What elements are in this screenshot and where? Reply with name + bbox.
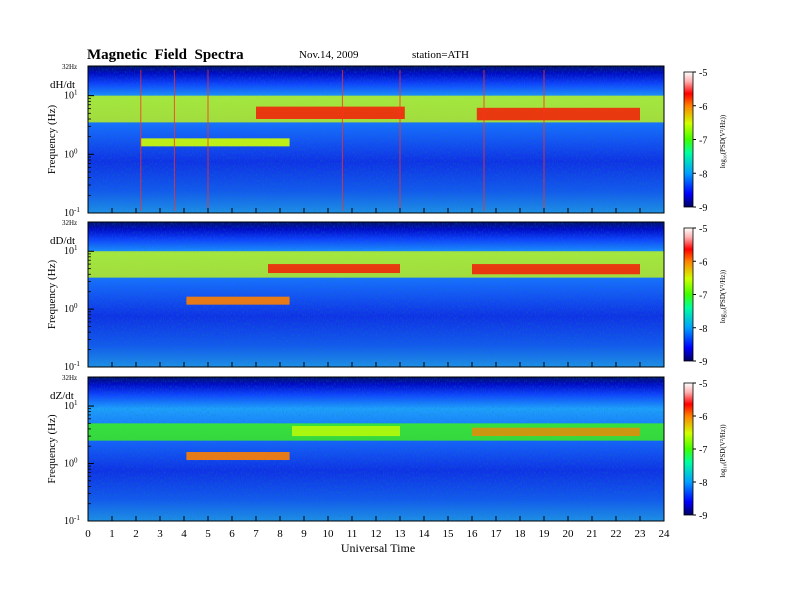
spectral-band: [256, 106, 405, 119]
y-top-label: 32Hz: [62, 219, 77, 227]
x-tick-label: 17: [491, 528, 503, 540]
y-tick-label: 100: [64, 302, 78, 315]
x-axis-title: Universal Time: [341, 541, 415, 555]
colorbar-scale: [683, 382, 694, 516]
spectral-band: [268, 264, 400, 274]
y-tick-label: 100: [64, 457, 78, 470]
colorbar-scale: [683, 227, 694, 362]
x-tick-label: 19: [539, 528, 551, 540]
colorbar-tick-label: -8: [699, 478, 707, 489]
colorbar-tick-label: -6: [699, 412, 707, 423]
date-label: Nov.14, 2009: [299, 49, 359, 61]
colorbar-tick-label: -5: [699, 379, 707, 390]
y-tick-label: 101: [64, 399, 78, 412]
x-tick-label: 24: [659, 528, 671, 540]
colorbar-tick-label: -7: [699, 136, 707, 147]
figure-title: Magnetic Field Spectra: [87, 47, 244, 63]
component-label: dZ/dt: [50, 390, 74, 402]
spectrogram-noise: [88, 377, 664, 521]
y-axis-title: Frequency (Hz): [46, 414, 58, 484]
colorbar-tick-label: -9: [699, 511, 707, 522]
x-tick-label: 3: [157, 528, 163, 540]
x-tick-label: 15: [443, 528, 455, 540]
y-tick-label: 10-1: [64, 514, 80, 527]
colorbar-tick-label: -6: [699, 102, 707, 113]
colorbar-tick-label: -7: [699, 445, 707, 456]
colorbar: -5 -6 -7 -8 -9 log₁₀(PSD(V²/Hz)): [683, 68, 727, 214]
colorbar-tick-label: -9: [699, 203, 707, 214]
x-tick-label: 11: [347, 528, 358, 540]
y-tick-label: 101: [64, 244, 78, 257]
y-tick-label: 101: [64, 89, 78, 102]
spectrogram-noise: [88, 222, 664, 367]
y-tick-label: 100: [64, 147, 78, 160]
x-tick-label: 0: [85, 528, 91, 540]
component-label: dH/dt: [50, 79, 75, 91]
x-tick-label: 4: [181, 528, 187, 540]
colorbar-tick-label: -6: [699, 257, 707, 268]
x-tick-label: 5: [205, 528, 211, 540]
spectral-band: [472, 264, 640, 275]
narrowband-line: [186, 296, 290, 305]
narrowband-line: [186, 452, 290, 461]
colorbar-label: log₁₀(PSD(V²/Hz)): [719, 114, 727, 168]
x-tick-label: 22: [611, 528, 622, 540]
colorbar-label: log₁₀(PSD(V²/Hz)): [719, 424, 727, 478]
x-tick-label: 21: [587, 528, 598, 540]
x-tick-label: 10: [323, 528, 335, 540]
colorbar: -5 -6 -7 -8 -9 log₁₀(PSD(V²/Hz)): [683, 224, 727, 368]
x-tick-label: 18: [515, 528, 527, 540]
x-tick-label: 23: [635, 528, 647, 540]
colorbar-tick-label: -9: [699, 357, 707, 368]
x-tick-label: 8: [277, 528, 283, 540]
x-tick-label: 12: [371, 528, 382, 540]
spectral-band: [476, 107, 640, 121]
spectral-band: [292, 425, 400, 437]
colorbar-tick-label: -8: [699, 169, 707, 180]
x-tick-label: 9: [301, 528, 307, 540]
colorbar-scale: [683, 71, 694, 208]
x-tick-label: 6: [229, 528, 235, 540]
y-tick-label: 10-1: [64, 360, 80, 373]
spectral-band: [472, 427, 640, 437]
x-tick-labels: 0 1 2 3 4 5 6 7 8 9 10 11 12 13 14 15 16 17 18 19 20 21 22 23 24: [85, 528, 670, 540]
y-axis-title: Frequency (Hz): [46, 260, 58, 330]
colorbar-tick-label: -5: [699, 224, 707, 235]
station-label: station=ATH: [412, 49, 469, 61]
x-tick-label: 20: [563, 528, 575, 540]
colorbar-tick-label: -7: [699, 291, 707, 302]
x-tick-label: 16: [467, 528, 479, 540]
x-tick-label: 13: [395, 528, 407, 540]
colorbar: -5 -6 -7 -8 -9 log₁₀(PSD(V²/Hz)): [683, 379, 727, 522]
y-top-label: 32Hz: [62, 374, 77, 382]
x-tick-label: 2: [133, 528, 139, 540]
component-label: dD/dt: [50, 235, 75, 247]
x-tick-label: 14: [419, 528, 431, 540]
y-axis-title: Frequency (Hz): [46, 105, 58, 175]
colorbar-tick-label: -5: [699, 68, 707, 79]
colorbar-label: log₁₀(PSD(V²/Hz)): [719, 269, 727, 323]
narrowband-line: [140, 138, 290, 147]
y-tick-label: 10-1: [64, 206, 80, 219]
x-tick-label: 1: [109, 528, 115, 540]
y-top-label: 32Hz: [62, 63, 77, 71]
x-tick-label: 7: [253, 528, 259, 540]
colorbar-tick-label: -8: [699, 324, 707, 335]
